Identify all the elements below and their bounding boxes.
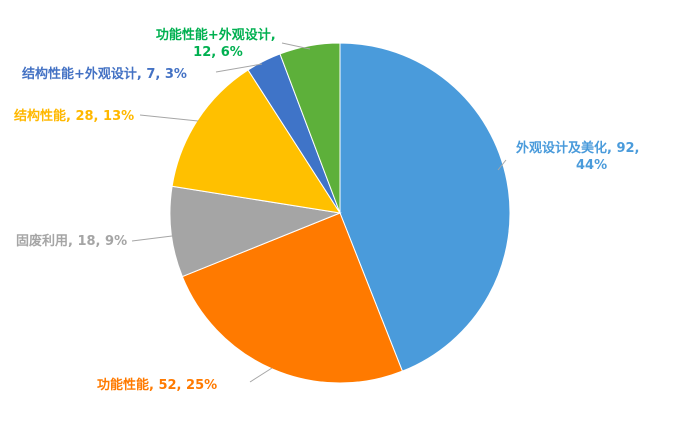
pie-slice [169,185,342,278]
leader-line [131,235,173,242]
data-label: 功能性能+外观设计, 12, 6% [156,27,280,60]
leader-line [215,63,263,73]
data-label: 结构性能, 28, 13% [14,108,134,124]
data-label: 外观设计及美化, 92, 44% [515,140,640,173]
data-label: 结构性能+外观设计, 7, 3% [22,66,187,82]
data-label: 功能性能, 52, 25% [97,377,217,393]
leader-line [497,159,507,171]
pie-slice [279,42,341,214]
leader-line [249,367,273,383]
pie-slice [181,212,404,384]
leader-line [281,42,311,50]
leader-line [139,114,199,122]
data-label: 固废利用, 18, 9% [16,233,127,249]
pie-slice [171,69,342,214]
pie-slice [339,42,511,372]
